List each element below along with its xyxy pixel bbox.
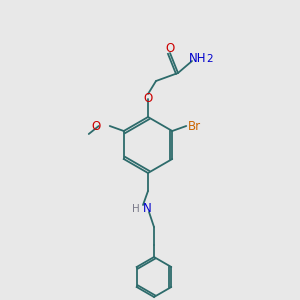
Text: H: H <box>132 204 140 214</box>
Text: Br: Br <box>188 119 201 133</box>
Text: O: O <box>91 119 101 133</box>
Text: O: O <box>165 41 175 55</box>
Text: 2: 2 <box>207 54 213 64</box>
Text: NH: NH <box>189 52 207 65</box>
Text: N: N <box>142 202 152 215</box>
Text: O: O <box>143 92 153 106</box>
